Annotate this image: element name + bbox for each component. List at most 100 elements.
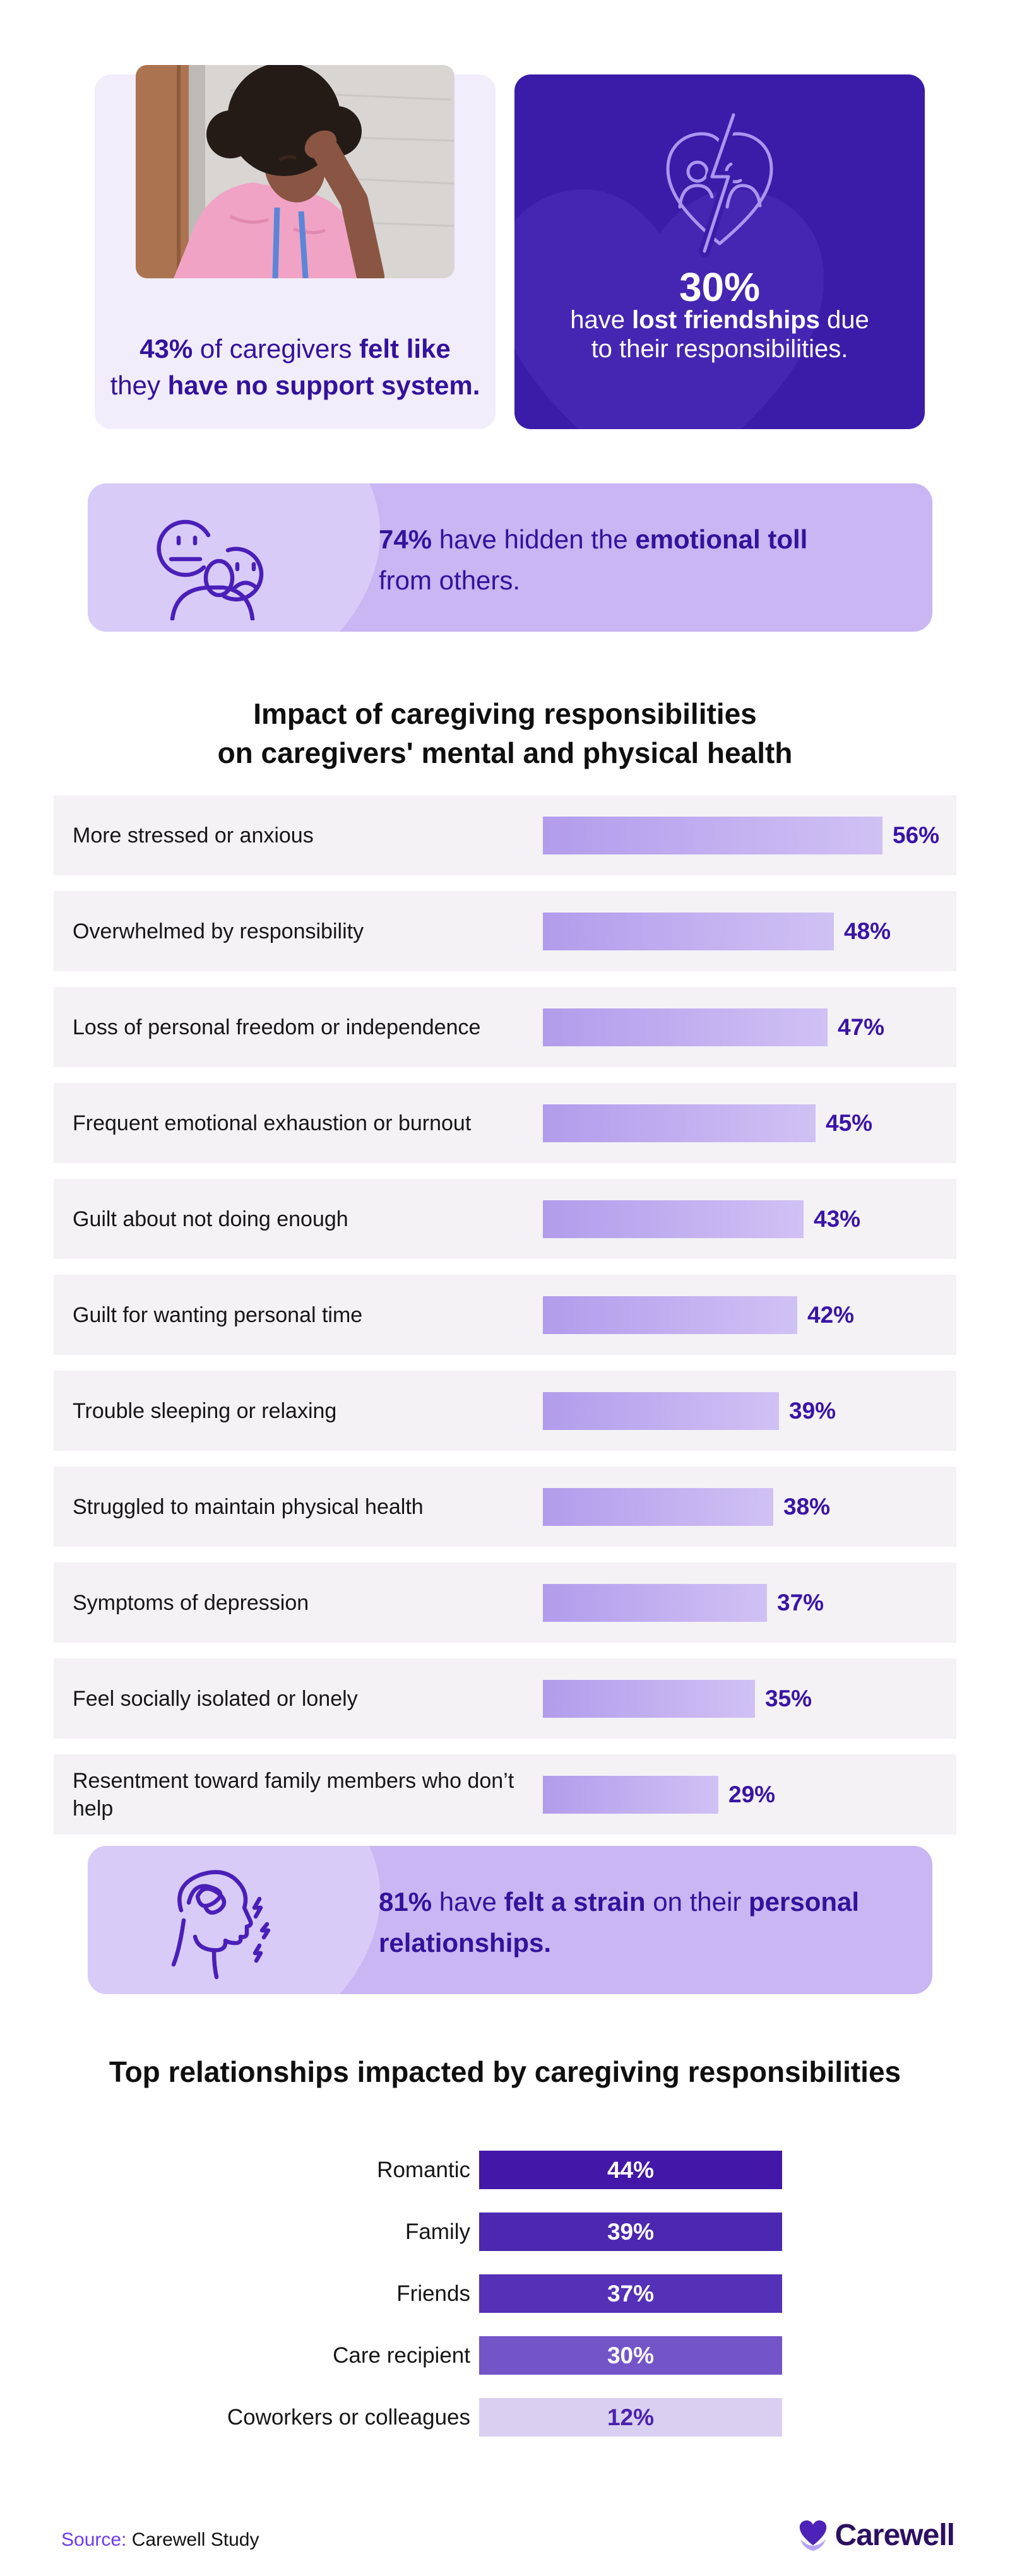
bar-label: Resentment toward family members who don… [73,1768,514,1821]
bar-value-label: 37% [607,2281,655,2307]
bar-value-label: 12% [607,2404,655,2430]
bar-group: 47% [543,1008,884,1046]
chart-row: Family 39% [0,2213,1010,2251]
bar-label: Friends [396,2281,470,2306]
friendships-card: 30% have lost friendships due to their r… [514,74,925,429]
chart-row: Struggled to maintain physical health 38% [54,1467,956,1547]
relationships-chart-rows: Romantic 44% Family 39% Friends 37% Care recip… [0,2151,1010,2437]
bar-group: 38% [543,1487,831,1526]
friendships-line1: have lost friendships due [570,306,869,334]
strain-line1: 81% have felt a strain on their personal [379,1887,860,1917]
carewell-wordmark: Carewell [835,2519,955,2552]
impact-chart: More stressed or anxious 56% Overwhelmed b… [54,795,956,1850]
broken-heart-people-icon [666,109,773,257]
bar-label: Overwhelmed by responsibility [73,919,364,943]
impact-chart-rows: More stressed or anxious 56% Overwhelmed b… [54,795,956,1835]
caregiver-photo [136,65,454,278]
hidden-toll-line2: from others. [379,565,521,595]
bar-label: Coworkers or colleagues [227,2404,470,2430]
bar-group: 37% [543,1583,824,1622]
bar-group: 39% [543,1391,836,1430]
heart-watermark [514,189,824,429]
bar-label: Guilt for wanting personal time [73,1303,363,1327]
bar-group: 45% [543,1104,872,1142]
hidden-toll-text: 74% have hidden the emotional toll from … [379,519,807,601]
strain-line2: relationships. [379,1928,552,1958]
source-note: Source: Carewell Study [61,2529,259,2551]
support-card-text: 43% of caregivers felt like they have no… [95,331,496,404]
bar-group: 43% [543,1200,860,1238]
bar-value-label: 39% [607,2219,655,2245]
bar-value-label: 42% [807,1301,855,1328]
bar [543,1679,755,1718]
strain-banner: 81% have felt a strain on their personal… [88,1846,932,1994]
friendships-text: have lost friendships due to their respo… [514,305,925,363]
bar: 44% [479,2151,782,2189]
bar-group: 29% [543,1775,776,1814]
chart-row: Guilt about not doing enough 43% [54,1179,956,1259]
chart-row: Symptoms of depression 37% [54,1563,956,1643]
bar: 30% [479,2336,782,2375]
bar-label: Loss of personal freedom or independence [73,1015,481,1039]
chart-row: More stressed or anxious 56% [54,795,956,875]
impact-chart-title-line1: Impact of caregiving responsibilities [253,697,757,730]
bar [543,816,882,854]
bar: 37% [479,2274,782,2313]
strain-text: 81% have felt a strain on their personal… [379,1881,859,1963]
bar-label: Romantic [377,2157,470,2182]
bar-label: Guilt about not doing enough [73,1207,348,1231]
chart-row: Loss of personal freedom or independence… [54,987,956,1067]
relationships-chart-title: Top relationships impacted by caregiving… [0,2052,1010,2091]
source-label: Source: [61,2529,127,2550]
bar-value-label: 43% [814,1205,861,1232]
bar-label: Care recipient [333,2343,470,2368]
strained-head-icon [171,1870,271,1980]
bar [543,1104,816,1142]
chart-row: Coworkers or colleagues 12% [0,2398,1010,2437]
bar-label: Feel socially isolated or lonely [73,1686,358,1711]
bar-label: More stressed or anxious [73,823,314,848]
chart-row: Care recipient 30% [0,2336,1010,2375]
impact-chart-title-line2: on caregivers' mental and physical healt… [217,736,793,769]
bar-value-label: 44% [607,2157,655,2183]
bar-value-label: 47% [838,1013,885,1040]
bar [543,1391,779,1430]
bar-label: Symptoms of depression [73,1590,309,1615]
bar-group: 35% [543,1679,812,1718]
impact-chart-title: Impact of caregiving responsibilities on… [0,694,1010,772]
carewell-heart-icon [799,2520,826,2551]
bar-value-label: 29% [728,1781,776,1807]
relationships-chart-title-line1: Top relationships impacted by caregiving… [109,2055,901,2088]
bar-value-label: 48% [844,918,891,944]
bar-group: 42% [543,1296,854,1334]
bar-group: 48% [543,912,891,950]
bar-value-label: 39% [789,1397,836,1424]
bar-value-label: 37% [777,1589,824,1616]
bar: 39% [479,2213,782,2251]
friendships-stat: 30% [679,264,761,310]
friendships-line2: to their responsibilities. [591,335,848,363]
hidden-toll-banner: 74% have hidden the emotional toll from … [88,483,932,632]
hidden-faces-icon [157,519,264,620]
bar [543,1775,718,1814]
caregiver-photo-illustration [136,65,454,278]
bar [543,912,834,950]
bar-value-label: 38% [783,1493,831,1520]
bar-value-label: 45% [826,1109,873,1136]
chart-row: Resentment toward family members who don… [54,1754,956,1835]
support-card-line1: 43% of caregivers felt like [140,334,451,363]
chart-row: Overwhelmed by responsibility 48% [54,891,956,971]
chart-row: Frequent emotional exhaustion or burnout… [54,1083,956,1163]
bar-label: Family [405,2219,470,2244]
bar-value-label: 30% [607,2343,655,2368]
bar: 12% [479,2398,782,2437]
bar [543,1296,797,1334]
bar-value-label: 56% [893,822,940,848]
chart-row: Feel socially isolated or lonely 35% [54,1658,956,1739]
relationships-chart: Romantic 44% Family 39% Friends 37% Care recip… [0,2151,1010,2460]
support-card-line2: they have no support system. [110,370,480,400]
bar [543,1008,828,1046]
bar [543,1583,767,1622]
bar-value-label: 35% [765,1685,812,1711]
bar [543,1487,773,1526]
